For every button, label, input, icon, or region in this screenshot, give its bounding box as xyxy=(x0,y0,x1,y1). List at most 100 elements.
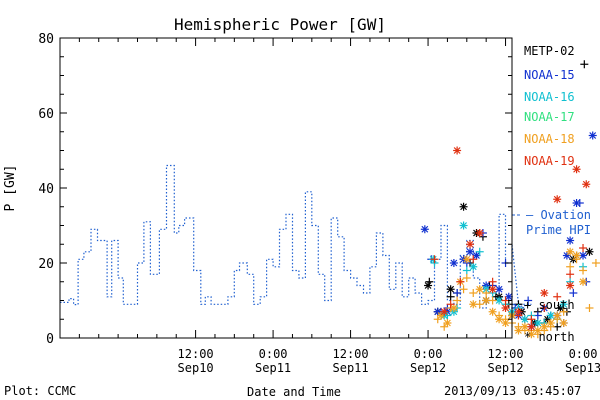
south-point xyxy=(569,289,578,297)
north-point xyxy=(443,319,452,327)
footer-timestamp: 2013/09/13 03:45:07 xyxy=(444,384,582,398)
north-point xyxy=(559,300,568,309)
north-point xyxy=(585,247,594,256)
legend-metp-02: METP-02 xyxy=(524,44,575,58)
north-point xyxy=(495,285,504,294)
north-point xyxy=(540,322,549,331)
north-point xyxy=(527,330,536,339)
north-point xyxy=(540,289,549,297)
south-point xyxy=(453,289,462,297)
y-tick-label: 0 xyxy=(46,332,54,347)
north-point xyxy=(504,292,513,301)
y-tick-label: 80 xyxy=(38,32,54,47)
south-point xyxy=(553,292,562,301)
south-point xyxy=(462,274,471,282)
north-point xyxy=(553,195,562,204)
south-point xyxy=(488,277,497,286)
north-point xyxy=(449,259,458,267)
north-point xyxy=(466,247,475,256)
x-tick-time-label: 0:00 xyxy=(259,347,288,361)
north-point xyxy=(572,199,581,207)
north-point xyxy=(495,296,504,305)
south-point xyxy=(585,304,594,312)
south-point xyxy=(527,315,536,324)
north-point xyxy=(527,322,536,331)
south-point xyxy=(482,289,491,297)
x-axis-label: Date and Time xyxy=(247,385,341,399)
legend-noaa-17: NOAA-17 xyxy=(524,110,575,124)
x-tick-time-label: 12:00 xyxy=(178,347,214,361)
north-point xyxy=(566,236,575,245)
north-point xyxy=(440,307,449,316)
north-point xyxy=(579,277,588,286)
north-point xyxy=(475,229,484,237)
south-point xyxy=(566,262,575,271)
south-point xyxy=(579,244,588,252)
y-tick-label: 40 xyxy=(38,182,54,197)
north-point xyxy=(566,247,575,256)
x-tick-date-label: Sep13 xyxy=(565,361,600,375)
south-point xyxy=(579,266,588,275)
chart-title: Hemispheric Power [GW] xyxy=(174,15,386,34)
legend-noaa-15: NOAA-15 xyxy=(524,68,575,82)
south-point xyxy=(591,259,600,267)
north-point xyxy=(546,319,555,327)
ovation-hpi-line xyxy=(60,164,532,309)
south-point xyxy=(559,307,568,316)
x-tick-date-label: Sep12 xyxy=(487,361,523,375)
x-tick-time-label: 12:00 xyxy=(487,347,523,361)
north-point xyxy=(572,251,581,260)
north-point xyxy=(533,319,542,327)
north-point xyxy=(559,319,568,327)
plot-frame xyxy=(59,37,513,339)
south-point xyxy=(446,292,455,301)
north-point xyxy=(501,304,510,312)
south-point xyxy=(469,289,478,297)
south-point xyxy=(459,285,468,294)
south-point xyxy=(524,296,533,305)
south-point xyxy=(540,304,549,312)
north-point xyxy=(424,281,433,290)
north-point xyxy=(488,285,497,294)
south-point xyxy=(430,255,439,264)
north-point xyxy=(488,307,497,316)
south-point xyxy=(475,247,484,256)
legend-noaa-18: NOAA-18 xyxy=(524,132,575,146)
legend-noaa-16: NOAA-16 xyxy=(524,90,575,104)
x-tick-time-label: 0:00 xyxy=(569,347,598,361)
x-tick-time-label: 0:00 xyxy=(414,347,443,361)
north-point xyxy=(466,240,475,249)
south-point xyxy=(580,60,589,69)
north-point xyxy=(495,315,504,324)
legend-noaa-19: NOAA-19 xyxy=(524,154,575,168)
north-point xyxy=(469,262,478,271)
north-point xyxy=(459,202,468,211)
north-point xyxy=(469,300,478,309)
north-point xyxy=(566,281,575,290)
north-point xyxy=(482,296,491,305)
north-point xyxy=(546,311,555,320)
north-point xyxy=(459,221,468,230)
x-tick-time-label: 12:00 xyxy=(333,347,369,361)
north-point xyxy=(572,165,581,174)
legend-ovation-line2: Prime HPI xyxy=(526,223,592,237)
x-tick-date-label: Sep10 xyxy=(178,361,214,375)
y-tick-label: 20 xyxy=(38,257,54,272)
north-point xyxy=(553,311,562,320)
north-point xyxy=(446,285,455,294)
north-point xyxy=(514,307,523,316)
footer-plot-credit: Plot: CCMC xyxy=(4,384,77,398)
south-point xyxy=(456,277,465,286)
north-point xyxy=(533,326,542,335)
north-point xyxy=(501,319,510,327)
south-point xyxy=(566,270,575,279)
legend-north: * north xyxy=(524,330,575,344)
north-point xyxy=(520,315,529,324)
north-point xyxy=(520,322,529,331)
legend-south: + south xyxy=(524,298,575,312)
legend-ovation-line1: — Ovation xyxy=(526,208,592,222)
south-point xyxy=(469,255,478,264)
north-point xyxy=(475,285,484,294)
x-tick-date-label: Sep11 xyxy=(333,361,369,375)
